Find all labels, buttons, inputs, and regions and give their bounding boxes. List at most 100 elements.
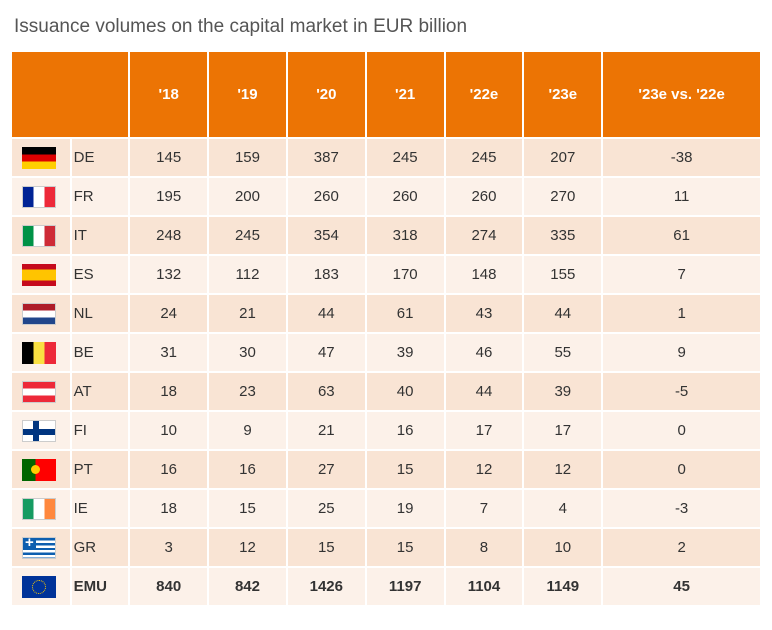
issuance-table: '18 '19 '20 '21 '22e '23e '23e vs. '22e … (12, 52, 760, 607)
table-total-row: EMU840842142611971104114945 (12, 567, 760, 606)
value-cell: 12 (445, 450, 524, 489)
value-cell: 270 (523, 177, 602, 216)
value-cell: 4 (523, 489, 602, 528)
country-code: BE (71, 333, 130, 372)
value-cell: 274 (445, 216, 524, 255)
eu-flag-icon (22, 576, 56, 598)
header-col: '23e (523, 52, 602, 138)
value-cell: 207 (523, 138, 602, 177)
value-cell: 1104 (445, 567, 524, 606)
value-cell: 840 (129, 567, 208, 606)
country-code: NL (71, 294, 130, 333)
value-cell: 61 (602, 216, 760, 255)
value-cell: 1149 (523, 567, 602, 606)
country-code: ES (71, 255, 130, 294)
value-cell: 46 (445, 333, 524, 372)
value-cell: 11 (602, 177, 760, 216)
flag-cell (12, 528, 71, 567)
page-title: Issuance volumes on the capital market i… (14, 16, 760, 38)
value-cell: 44 (287, 294, 366, 333)
header-col: '19 (208, 52, 287, 138)
value-cell: 7 (602, 255, 760, 294)
value-cell: 55 (523, 333, 602, 372)
value-cell: 2 (602, 528, 760, 567)
table-header-row: '18 '19 '20 '21 '22e '23e '23e vs. '22e (12, 52, 760, 138)
value-cell: 61 (366, 294, 445, 333)
value-cell: 15 (208, 489, 287, 528)
flag-cell (12, 216, 71, 255)
value-cell: 3 (129, 528, 208, 567)
country-code: EMU (71, 567, 130, 606)
flag-cell (12, 411, 71, 450)
flag-cell (12, 450, 71, 489)
value-cell: 260 (366, 177, 445, 216)
flag-cell (12, 138, 71, 177)
value-cell: 200 (208, 177, 287, 216)
table-row: BE3130473946559 (12, 333, 760, 372)
fr-flag-icon (22, 186, 56, 208)
header-col: '18 (129, 52, 208, 138)
header-col: '22e (445, 52, 524, 138)
value-cell: 39 (366, 333, 445, 372)
value-cell: 7 (445, 489, 524, 528)
flag-cell (12, 333, 71, 372)
country-code: PT (71, 450, 130, 489)
value-cell: 9 (602, 333, 760, 372)
flag-cell (12, 567, 71, 606)
value-cell: 17 (523, 411, 602, 450)
value-cell: 12 (523, 450, 602, 489)
value-cell: 47 (287, 333, 366, 372)
value-cell: 30 (208, 333, 287, 372)
value-cell: 10 (523, 528, 602, 567)
value-cell: 132 (129, 255, 208, 294)
country-code: IE (71, 489, 130, 528)
value-cell: -5 (602, 372, 760, 411)
flag-cell (12, 294, 71, 333)
de-flag-icon (22, 147, 56, 169)
value-cell: 260 (287, 177, 366, 216)
table-row: AT182363404439-5 (12, 372, 760, 411)
value-cell: 335 (523, 216, 602, 255)
country-code: GR (71, 528, 130, 567)
flag-cell (12, 489, 71, 528)
fi-flag-icon (22, 420, 56, 442)
ie-flag-icon (22, 498, 56, 520)
pt-flag-icon (22, 459, 56, 481)
value-cell: 15 (287, 528, 366, 567)
value-cell: 10 (129, 411, 208, 450)
value-cell: 842 (208, 567, 287, 606)
value-cell: 9 (208, 411, 287, 450)
value-cell: 170 (366, 255, 445, 294)
value-cell: 27 (287, 450, 366, 489)
at-flag-icon (22, 381, 56, 403)
country-code: IT (71, 216, 130, 255)
flag-cell (12, 177, 71, 216)
gr-flag-icon (22, 537, 56, 559)
value-cell: 148 (445, 255, 524, 294)
value-cell: -3 (602, 489, 760, 528)
value-cell: 21 (208, 294, 287, 333)
value-cell: 63 (287, 372, 366, 411)
value-cell: 12 (208, 528, 287, 567)
table-row: FR19520026026026027011 (12, 177, 760, 216)
value-cell: 260 (445, 177, 524, 216)
table-row: IT24824535431827433561 (12, 216, 760, 255)
be-flag-icon (22, 342, 56, 364)
country-code: AT (71, 372, 130, 411)
value-cell: 387 (287, 138, 366, 177)
value-cell: 15 (366, 528, 445, 567)
value-cell: 112 (208, 255, 287, 294)
value-cell: 17 (445, 411, 524, 450)
value-cell: 25 (287, 489, 366, 528)
value-cell: 21 (287, 411, 366, 450)
value-cell: 245 (208, 216, 287, 255)
value-cell: 1 (602, 294, 760, 333)
value-cell: 44 (523, 294, 602, 333)
value-cell: 24 (129, 294, 208, 333)
value-cell: 318 (366, 216, 445, 255)
value-cell: 145 (129, 138, 208, 177)
table-row: FI109211617170 (12, 411, 760, 450)
es-flag-icon (22, 264, 56, 286)
value-cell: 18 (129, 489, 208, 528)
value-cell: 45 (602, 567, 760, 606)
